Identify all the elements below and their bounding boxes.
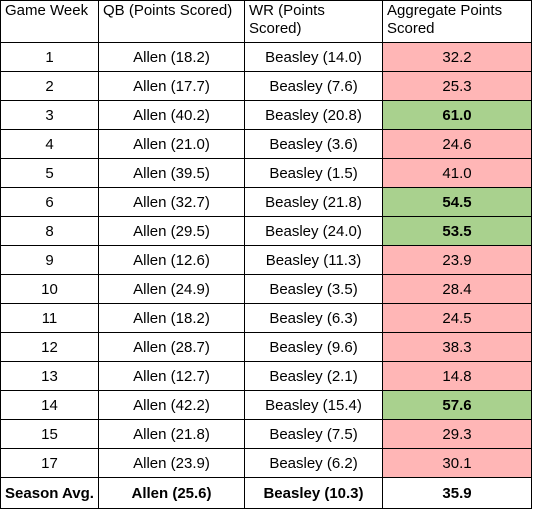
- aggregate-cell: 32.2: [382, 42, 532, 72]
- table-row: 14 Allen (42.2) Beasley (15.4) 57.6: [0, 390, 532, 420]
- table-row: 13 Allen (12.7) Beasley (2.1) 14.8: [0, 361, 532, 391]
- week-cell: 17: [0, 448, 99, 478]
- table-row: 9 Allen (12.6) Beasley (11.3) 23.9: [0, 245, 532, 275]
- wr-cell: Beasley (6.3): [244, 303, 383, 333]
- qb-cell: Allen (21.8): [98, 419, 245, 449]
- table-row: 17 Allen (23.9) Beasley (6.2) 30.1: [0, 448, 532, 478]
- wr-cell: Beasley (3.5): [244, 274, 383, 304]
- aggregate-cell: 61.0: [382, 100, 532, 130]
- week-cell: 13: [0, 361, 99, 391]
- table-row: 2 Allen (17.7) Beasley (7.6) 25.3: [0, 71, 532, 101]
- aggregate-cell: 41.0: [382, 158, 532, 188]
- qb-cell: Allen (28.7): [98, 332, 245, 362]
- qb-cell: Allen (17.7): [98, 71, 245, 101]
- summary-qb: Allen (25.6): [98, 477, 245, 509]
- table-row: 15 Allen (21.8) Beasley (7.5) 29.3: [0, 419, 532, 449]
- wr-cell: Beasley (1.5): [244, 158, 383, 188]
- qb-cell: Allen (32.7): [98, 187, 245, 217]
- week-cell: 10: [0, 274, 99, 304]
- week-cell: 12: [0, 332, 99, 362]
- week-cell: 3: [0, 100, 99, 130]
- header-row: Game Week QB (Points Scored) WR (Points …: [0, 0, 532, 43]
- aggregate-cell: 38.3: [382, 332, 532, 362]
- table-row: 8 Allen (29.5) Beasley (24.0) 53.5: [0, 216, 532, 246]
- header-qb: QB (Points Scored): [98, 0, 245, 43]
- header-aggregate: Aggregate Points Scored: [382, 0, 532, 43]
- table-row: 10 Allen (24.9) Beasley (3.5) 28.4: [0, 274, 532, 304]
- qb-cell: Allen (42.2): [98, 390, 245, 420]
- qb-cell: Allen (23.9): [98, 448, 245, 478]
- aggregate-cell: 57.6: [382, 390, 532, 420]
- wr-cell: Beasley (24.0): [244, 216, 383, 246]
- aggregate-cell: 23.9: [382, 245, 532, 275]
- table-row: 11 Allen (18.2) Beasley (6.3) 24.5: [0, 303, 532, 333]
- week-cell: 1: [0, 42, 99, 72]
- qb-cell: Allen (12.6): [98, 245, 245, 275]
- qb-cell: Allen (29.5): [98, 216, 245, 246]
- qb-cell: Allen (39.5): [98, 158, 245, 188]
- wr-cell: Beasley (21.8): [244, 187, 383, 217]
- qb-cell: Allen (18.2): [98, 42, 245, 72]
- wr-cell: Beasley (2.1): [244, 361, 383, 391]
- qb-cell: Allen (18.2): [98, 303, 245, 333]
- week-cell: 2: [0, 71, 99, 101]
- summary-aggregate: 35.9: [382, 477, 532, 509]
- wr-cell: Beasley (14.0): [244, 42, 383, 72]
- wr-cell: Beasley (11.3): [244, 245, 383, 275]
- table-row: 1 Allen (18.2) Beasley (14.0) 32.2: [0, 42, 532, 72]
- aggregate-cell: 14.8: [382, 361, 532, 391]
- table-row: 5 Allen (39.5) Beasley (1.5) 41.0: [0, 158, 532, 188]
- wr-cell: Beasley (6.2): [244, 448, 383, 478]
- aggregate-cell: 24.6: [382, 129, 532, 159]
- qb-cell: Allen (24.9): [98, 274, 245, 304]
- week-cell: 14: [0, 390, 99, 420]
- aggregate-cell: 53.5: [382, 216, 532, 246]
- qb-cell: Allen (12.7): [98, 361, 245, 391]
- aggregate-cell: 29.3: [382, 419, 532, 449]
- week-cell: 8: [0, 216, 99, 246]
- qb-cell: Allen (40.2): [98, 100, 245, 130]
- aggregate-cell: 25.3: [382, 71, 532, 101]
- week-cell: 9: [0, 245, 99, 275]
- table-row: 6 Allen (32.7) Beasley (21.8) 54.5: [0, 187, 532, 217]
- week-cell: 6: [0, 187, 99, 217]
- wr-cell: Beasley (15.4): [244, 390, 383, 420]
- wr-cell: Beasley (3.6): [244, 129, 383, 159]
- wr-cell: Beasley (7.5): [244, 419, 383, 449]
- week-cell: 11: [0, 303, 99, 333]
- header-game-week: Game Week: [0, 0, 99, 43]
- wr-cell: Beasley (7.6): [244, 71, 383, 101]
- table-row: 4 Allen (21.0) Beasley (3.6) 24.6: [0, 129, 532, 159]
- week-cell: 15: [0, 419, 99, 449]
- aggregate-cell: 54.5: [382, 187, 532, 217]
- qb-cell: Allen (21.0): [98, 129, 245, 159]
- season-average-row: Season Avg. Allen (25.6) Beasley (10.3) …: [0, 477, 532, 509]
- aggregate-cell: 24.5: [382, 303, 532, 333]
- table-row: 3 Allen (40.2) Beasley (20.8) 61.0: [0, 100, 532, 130]
- summary-label: Season Avg.: [0, 477, 99, 509]
- week-cell: 5: [0, 158, 99, 188]
- summary-wr: Beasley (10.3): [244, 477, 383, 509]
- aggregate-cell: 28.4: [382, 274, 532, 304]
- table-body: 1 Allen (18.2) Beasley (14.0) 32.2 2 All…: [0, 42, 532, 509]
- table-row: 12 Allen (28.7) Beasley (9.6) 38.3: [0, 332, 532, 362]
- header-wr: WR (Points Scored): [244, 0, 383, 43]
- wr-cell: Beasley (9.6): [244, 332, 383, 362]
- aggregate-cell: 30.1: [382, 448, 532, 478]
- week-cell: 4: [0, 129, 99, 159]
- wr-cell: Beasley (20.8): [244, 100, 383, 130]
